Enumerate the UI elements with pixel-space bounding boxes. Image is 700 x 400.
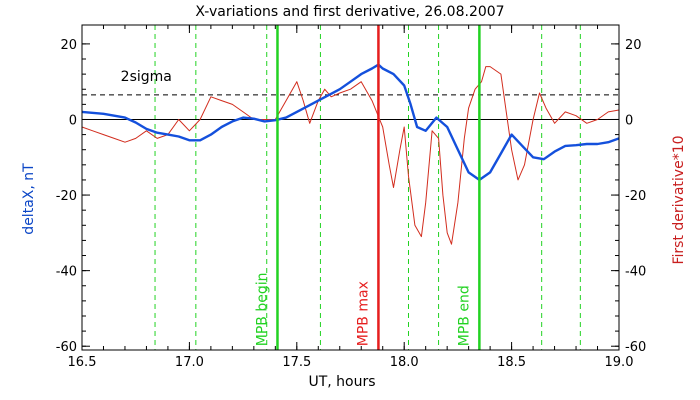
tick-labels: 16.5 17.0 17.5 18.0 18.5 19.0 20 20 0 0 -20 -20 -40 -… (56, 38, 646, 370)
marker-label: MPB end (457, 285, 473, 346)
chart-title: X-variations and first derivative, 26.08… (195, 4, 504, 20)
y-axis-label-left: deltaX, nT (21, 163, 37, 235)
data-lines (81, 63, 620, 245)
y-tick-label-right: -40 (625, 265, 646, 280)
series-line-deltax (81, 63, 620, 182)
y-tick-label-left: -60 (56, 340, 77, 355)
plot-frame (81, 24, 620, 351)
y-tick-label-left: 0 (69, 113, 77, 128)
mpb-markers: MPB begin MPB max MPB end (255, 25, 481, 350)
x-tick-label: 16.5 (68, 355, 97, 370)
x-tick-label: 19.0 (605, 355, 634, 370)
y-axis-label-right: First derivative*10 (671, 135, 687, 264)
y-tick-label-left: -40 (56, 265, 77, 280)
x-tick-label: 18.0 (390, 355, 419, 370)
threshold-label: 2sigma (121, 69, 172, 85)
x-tick-label: 18.5 (497, 355, 526, 370)
series-line-derivative (81, 66, 620, 245)
marker-label: MPB max (356, 281, 372, 346)
y-tick-label-right: -20 (625, 189, 646, 204)
x-tick-label: 17.0 (175, 355, 204, 370)
y-tick-label-right: -60 (625, 340, 646, 355)
y-tick-label-left: 20 (60, 38, 77, 53)
dashed-lines: 2sigma (82, 25, 619, 350)
y-tick-label-left: -20 (56, 189, 77, 204)
x-axis-label: UT, hours (308, 374, 375, 390)
plot-border (81, 24, 620, 351)
y-tick-label-right: 20 (625, 38, 642, 53)
y-tick-label-right: 0 (625, 113, 633, 128)
marker-label: MPB begin (255, 272, 271, 346)
x-tick-label: 17.5 (282, 355, 311, 370)
